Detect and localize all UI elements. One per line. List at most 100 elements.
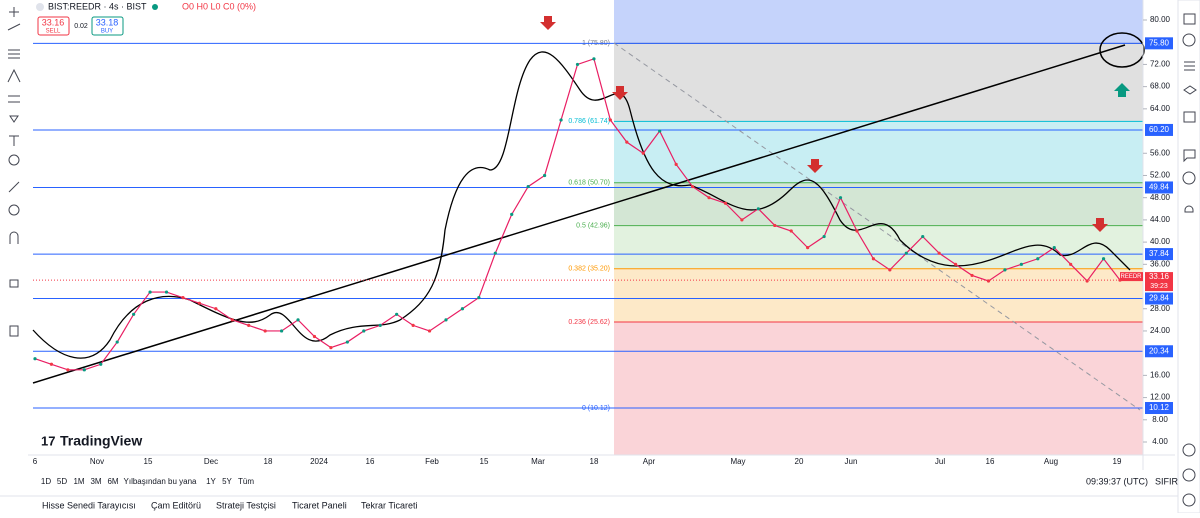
side-icon[interactable]: [1182, 493, 1196, 507]
reset[interactable]: SIFIR: [1155, 476, 1179, 486]
tool-icon[interactable]: [8, 154, 20, 166]
tool-icon[interactable]: [9, 135, 19, 146]
x-tick-label: 15: [480, 457, 489, 466]
sidebar-icons: [1182, 13, 1197, 507]
sell-button[interactable]: [37, 16, 70, 36]
tool-icon[interactable]: [9, 279, 19, 288]
range-button[interactable]: 1Y: [206, 477, 216, 486]
price-point: [871, 257, 876, 261]
price-point: [575, 62, 580, 67]
price-point: [329, 346, 333, 350]
side-icon[interactable]: [1182, 171, 1196, 185]
price-point: [756, 207, 760, 211]
tool-icon[interactable]: [9, 325, 19, 337]
side-icon[interactable]: [1182, 443, 1196, 457]
red-arrow: [807, 159, 823, 173]
price-point: [230, 318, 234, 322]
x-tick-label: Mar: [531, 457, 545, 466]
spread: 0.02: [74, 23, 88, 30]
price-point: [723, 201, 728, 205]
range-button[interactable]: 6M: [107, 477, 118, 486]
range-button[interactable]: 1M: [73, 477, 84, 486]
x-tick-label: 2024: [310, 457, 328, 466]
price-point: [921, 234, 925, 239]
price-point: [707, 196, 711, 200]
price-point: [132, 312, 136, 316]
price-point: [148, 290, 152, 294]
fib-label: 0.786 (61.74): [568, 118, 610, 125]
current-price-tag: [1145, 272, 1173, 292]
drawn-curve: [32, 51, 1131, 359]
bottom-tab[interactable]: Ticaret Paneli: [292, 500, 347, 510]
y-tick-label: 16.00: [1150, 370, 1171, 379]
current-price: 33.16: [1149, 272, 1170, 281]
side-icon[interactable]: [1183, 111, 1196, 123]
tool-icon[interactable]: [7, 23, 21, 31]
price-point: [493, 251, 497, 255]
range-button[interactable]: 5D: [57, 477, 67, 486]
current-tag: [1120, 272, 1143, 282]
x-tick-label: Jun: [845, 457, 858, 466]
x-tick-label: Apr: [643, 457, 656, 466]
price-point: [625, 140, 629, 144]
side-icon[interactable]: [1182, 33, 1196, 47]
clock: 09:39:37 (UTC): [1086, 476, 1148, 486]
range-button[interactable]: 1D: [41, 477, 51, 486]
y-tick-label: 68.00: [1150, 82, 1171, 91]
fib-label: 0.5 (42.96): [576, 223, 610, 230]
level-tag: [1145, 181, 1173, 194]
arrows: [540, 16, 1130, 232]
range-button[interactable]: 3M: [90, 477, 101, 486]
sell-price: 33.16: [42, 17, 65, 27]
range-button[interactable]: 5Y: [222, 477, 232, 486]
price-point: [855, 229, 859, 233]
bottom-tab[interactable]: Hisse Senedi Tarayıcısı: [42, 500, 136, 510]
tool-icon[interactable]: [8, 204, 20, 216]
side-icon[interactable]: [1184, 205, 1194, 213]
bottom-tab[interactable]: Çam Editörü: [151, 500, 201, 510]
side-icon[interactable]: [1183, 13, 1196, 25]
side-icon[interactable]: [1183, 85, 1197, 95]
price-point: [658, 129, 662, 133]
level-label: 49.84: [1149, 183, 1170, 192]
tool-icon[interactable]: [8, 49, 20, 59]
side-icon[interactable]: [1183, 149, 1196, 163]
x-tick-label: Aug: [1044, 457, 1058, 466]
tool-icon[interactable]: [9, 231, 19, 244]
price-point: [82, 368, 86, 372]
levels: [33, 42, 1143, 409]
status-dot: [152, 4, 158, 10]
price-point: [395, 312, 399, 316]
buy-button[interactable]: [91, 16, 124, 36]
red-arrow: [540, 16, 556, 30]
price-point: [477, 296, 481, 300]
bottom-tab[interactable]: Strateji Testçisi: [216, 500, 276, 510]
price-point: [279, 329, 284, 333]
fib-zone-top: [614, 0, 1143, 44]
side-icon[interactable]: [1184, 61, 1195, 71]
tool-icon[interactable]: [7, 68, 21, 83]
level-tag: [1145, 248, 1173, 261]
range-button[interactable]: Tüm: [238, 477, 254, 486]
tool-icon[interactable]: [8, 95, 20, 103]
buy-price: 33.18: [96, 17, 119, 27]
tool-icon[interactable]: [9, 115, 19, 123]
y-tick-label: 24.00: [1150, 326, 1171, 335]
y-tick-label: 80.00: [1150, 15, 1171, 24]
tool-icon[interactable]: [8, 181, 20, 193]
price-point: [937, 251, 941, 255]
fib-zones: 1 (75.80)0.786 (61.74)0.618 (50.70)0.5 (…: [568, 0, 1143, 455]
price-point: [954, 262, 958, 266]
price-point: [181, 296, 185, 300]
tool-icon[interactable]: [9, 7, 19, 17]
range-button[interactable]: Yılbaşından bu yana: [124, 477, 197, 486]
price-point: [641, 151, 645, 155]
price-point: [427, 329, 432, 333]
level-tag: [1145, 37, 1173, 50]
side-icon[interactable]: [1182, 468, 1196, 482]
bottom-tab[interactable]: Tekrar Ticareti: [361, 500, 418, 510]
price-point: [526, 184, 530, 189]
price-point: [296, 318, 300, 322]
